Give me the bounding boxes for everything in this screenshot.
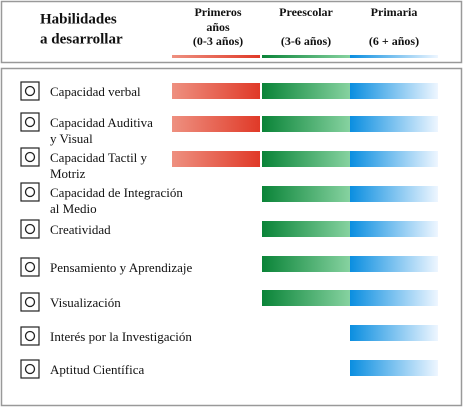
row-icon-glyph: [24, 296, 36, 308]
stage-bar: [350, 151, 438, 167]
column-header: Preescolar: [279, 5, 333, 19]
stage-bar: [350, 360, 438, 376]
row-icon: [20, 147, 40, 167]
column-header: Primeros: [194, 5, 241, 19]
stage-bar: [172, 83, 260, 99]
row-icon-glyph: [24, 186, 36, 198]
stage-bar: [262, 221, 350, 237]
row-icon: [20, 257, 40, 277]
stage-bar: [262, 290, 350, 306]
stage-bar: [350, 290, 438, 306]
row-icon: [20, 81, 40, 101]
stage-bar: [350, 256, 438, 272]
column-header: Primaria: [371, 5, 418, 19]
column-header: (0-3 años): [193, 34, 243, 48]
row-icon: [20, 182, 40, 202]
row-icon-glyph: [24, 363, 36, 375]
row-label: Pensamiento y Aprendizaje: [50, 260, 192, 275]
row-label: Capacidad de Integración: [50, 185, 183, 200]
row-icon: [20, 112, 40, 132]
stage-bar: [262, 116, 350, 132]
row-label: y Visual: [50, 131, 93, 146]
stage-bar: [262, 83, 350, 99]
header-title: a desarrollar: [40, 31, 123, 47]
row-icon: [20, 359, 40, 379]
row-label: al Medio: [50, 201, 97, 216]
row-label: Capacidad Tactil y: [50, 150, 148, 165]
stage-bar: [350, 116, 438, 132]
row-icon-glyph: [24, 330, 36, 342]
stage-bar: [262, 151, 350, 167]
row-label: Capacidad Auditiva: [50, 115, 153, 130]
header-underline: [262, 55, 350, 58]
stage-bar: [262, 186, 350, 202]
row-icon: [20, 326, 40, 346]
header-underline: [172, 55, 260, 58]
column-header: (3-6 años): [281, 34, 331, 48]
row-icon-glyph: [24, 85, 36, 97]
row-label: Motriz: [50, 166, 86, 181]
header-underline: [350, 55, 438, 58]
row-icon-glyph: [24, 116, 36, 128]
stage-bar: [262, 256, 350, 272]
stage-bar: [350, 83, 438, 99]
row-label: Visualización: [50, 295, 121, 310]
stage-bar: [172, 151, 260, 167]
header-box: [0, 0, 463, 64]
stage-bar: [172, 116, 260, 132]
row-icon-glyph: [24, 151, 36, 163]
stage-bar: [350, 186, 438, 202]
stage-bar: [350, 325, 438, 341]
column-header: años: [206, 20, 230, 34]
header-title: Habilidades: [40, 11, 117, 27]
row-label: Interés por la Investigación: [50, 329, 192, 344]
row-icon-glyph: [24, 223, 36, 235]
column-header: (6 + años): [369, 34, 419, 48]
row-label: Creatividad: [50, 222, 111, 237]
row-icon: [20, 292, 40, 312]
stage-bar: [350, 221, 438, 237]
row-icon: [20, 219, 40, 239]
row-label: Capacidad verbal: [50, 84, 141, 99]
row-icon-glyph: [24, 261, 36, 273]
row-label: Aptitud Científica: [50, 362, 144, 377]
